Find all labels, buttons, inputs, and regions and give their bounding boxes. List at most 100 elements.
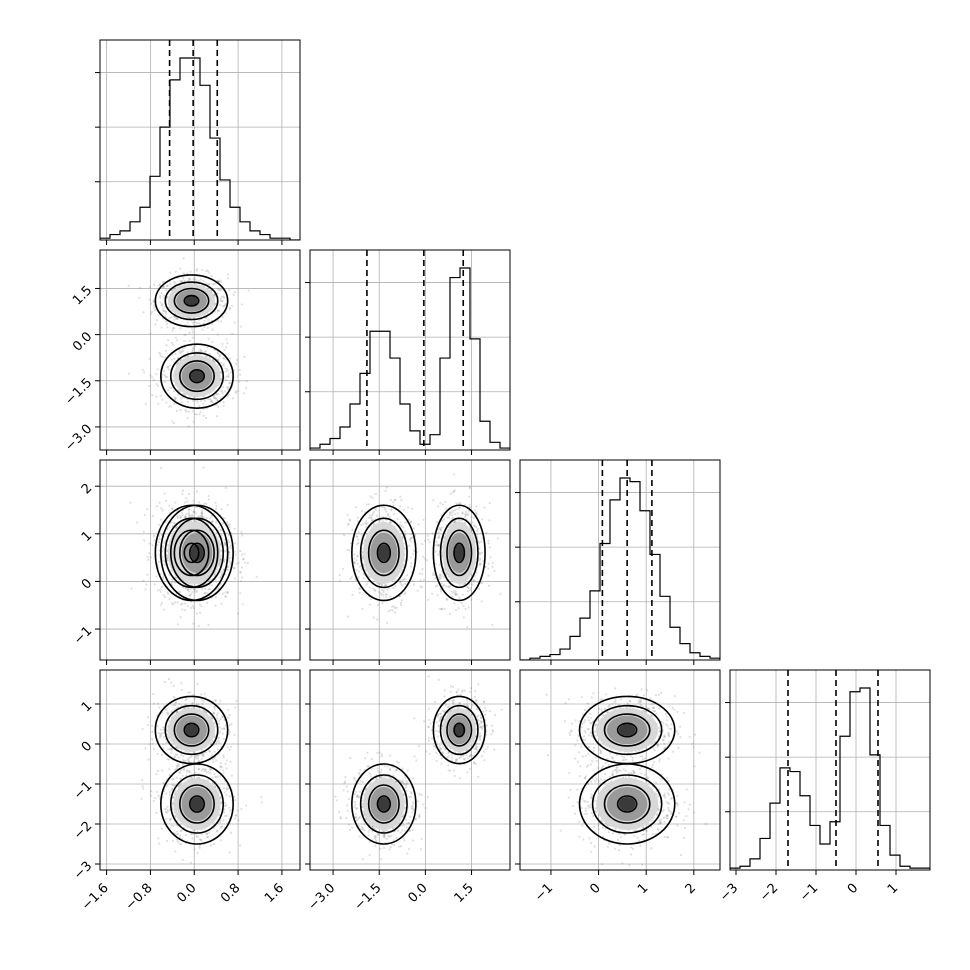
- scatter-point: [155, 372, 158, 376]
- scatter-point: [445, 507, 448, 510]
- scatter-point: [355, 559, 358, 562]
- scatter-point: [227, 716, 230, 719]
- scatter-point: [163, 315, 167, 318]
- scatter-point: [360, 523, 363, 527]
- scatter-point: [422, 578, 425, 582]
- scatter-point: [168, 598, 171, 601]
- scatter-point: [142, 311, 145, 314]
- scatter-point: [150, 302, 153, 305]
- scatter-point: [222, 404, 225, 407]
- scatter-point: [199, 410, 202, 413]
- scatter-point: [170, 358, 173, 361]
- scatter-point: [164, 349, 168, 352]
- scatter-point: [228, 289, 231, 292]
- scatter-point: [170, 341, 174, 344]
- scatter-point: [380, 593, 383, 596]
- scatter-point: [356, 555, 359, 558]
- scatter-point: [456, 512, 459, 515]
- scatter-point: [462, 604, 465, 607]
- scatter-point: [191, 348, 194, 351]
- scatter-point: [195, 279, 198, 282]
- scatter-point: [161, 398, 164, 401]
- scatter-point: [157, 541, 160, 544]
- scatter-point: [167, 748, 170, 751]
- scatter-point: [176, 361, 180, 364]
- scatter-point: [225, 338, 228, 341]
- scatter-point: [212, 528, 215, 531]
- scatter-point: [219, 576, 222, 579]
- scatter-point: [225, 814, 229, 817]
- scatter-point: [228, 724, 231, 727]
- scatter-point: [207, 580, 211, 583]
- scatter-point: [177, 590, 180, 594]
- y-tick-label: 0.0: [70, 329, 95, 354]
- scatter-point: [221, 305, 225, 308]
- histogram-1: [310, 267, 510, 450]
- scatter-point: [171, 797, 174, 800]
- scatter-point: [198, 760, 201, 763]
- scatter-point: [400, 524, 403, 527]
- scatter-point: [234, 577, 237, 580]
- scatter-point: [438, 607, 442, 611]
- scatter-point: [241, 603, 244, 606]
- scatter-point: [404, 534, 407, 537]
- scatter-point: [493, 569, 496, 572]
- scatter-point: [217, 587, 220, 590]
- scatter-point: [394, 606, 397, 610]
- scatter-point: [219, 361, 222, 364]
- contour-line: [367, 529, 400, 577]
- scatter-point: [451, 511, 454, 514]
- scatter-point: [184, 587, 187, 590]
- scatter-point: [166, 758, 169, 761]
- scatter-point: [404, 582, 407, 586]
- scatter-point: [168, 758, 171, 761]
- scatter-point: [221, 592, 224, 595]
- scatter-point: [224, 370, 227, 373]
- scatter-point: [477, 587, 480, 590]
- scatter-point: [176, 763, 179, 766]
- scatter-point: [226, 746, 229, 749]
- scatter-point: [399, 521, 402, 524]
- scatter-point: [141, 368, 144, 371]
- scatter-point: [151, 730, 154, 734]
- scatter-point: [438, 563, 442, 567]
- scatter-point: [181, 858, 184, 861]
- scatter-point: [191, 591, 194, 594]
- scatter-point: [417, 523, 420, 526]
- scatter-point: [400, 583, 403, 586]
- scatter-point: [203, 399, 206, 402]
- scatter-point: [177, 516, 180, 519]
- scatter-point: [151, 724, 154, 727]
- scatter-point: [458, 507, 461, 510]
- scatter-point: [215, 507, 218, 511]
- scatter-point: [234, 553, 237, 556]
- scatter-point: [155, 383, 158, 386]
- scatter-point: [420, 542, 424, 546]
- scatter-point: [213, 706, 216, 709]
- scatter-point: [179, 516, 183, 520]
- scatter-point: [186, 588, 189, 591]
- scatter-point: [219, 378, 222, 381]
- scatter-point: [209, 400, 212, 403]
- scatter-point: [176, 706, 179, 709]
- scatter-point: [371, 512, 375, 515]
- scatter-point: [181, 608, 184, 611]
- scatter-point: [225, 759, 228, 762]
- scatter-point: [222, 737, 225, 740]
- scatter-point: [471, 521, 474, 524]
- scatter-point: [469, 589, 472, 592]
- scatter-point: [217, 722, 221, 725]
- scatter-point: [431, 573, 434, 577]
- scatter-point: [175, 765, 178, 768]
- scatter-point: [223, 348, 226, 352]
- scatter-point: [484, 565, 487, 568]
- scatter-point: [168, 525, 171, 528]
- scatter-point: [174, 501, 177, 504]
- scatter-point: [224, 724, 227, 727]
- scatter-point: [175, 710, 178, 714]
- panel-1-1: [305, 249, 511, 455]
- scatter-point: [193, 588, 196, 592]
- scatter-point: [178, 523, 181, 526]
- scatter-point: [129, 501, 132, 504]
